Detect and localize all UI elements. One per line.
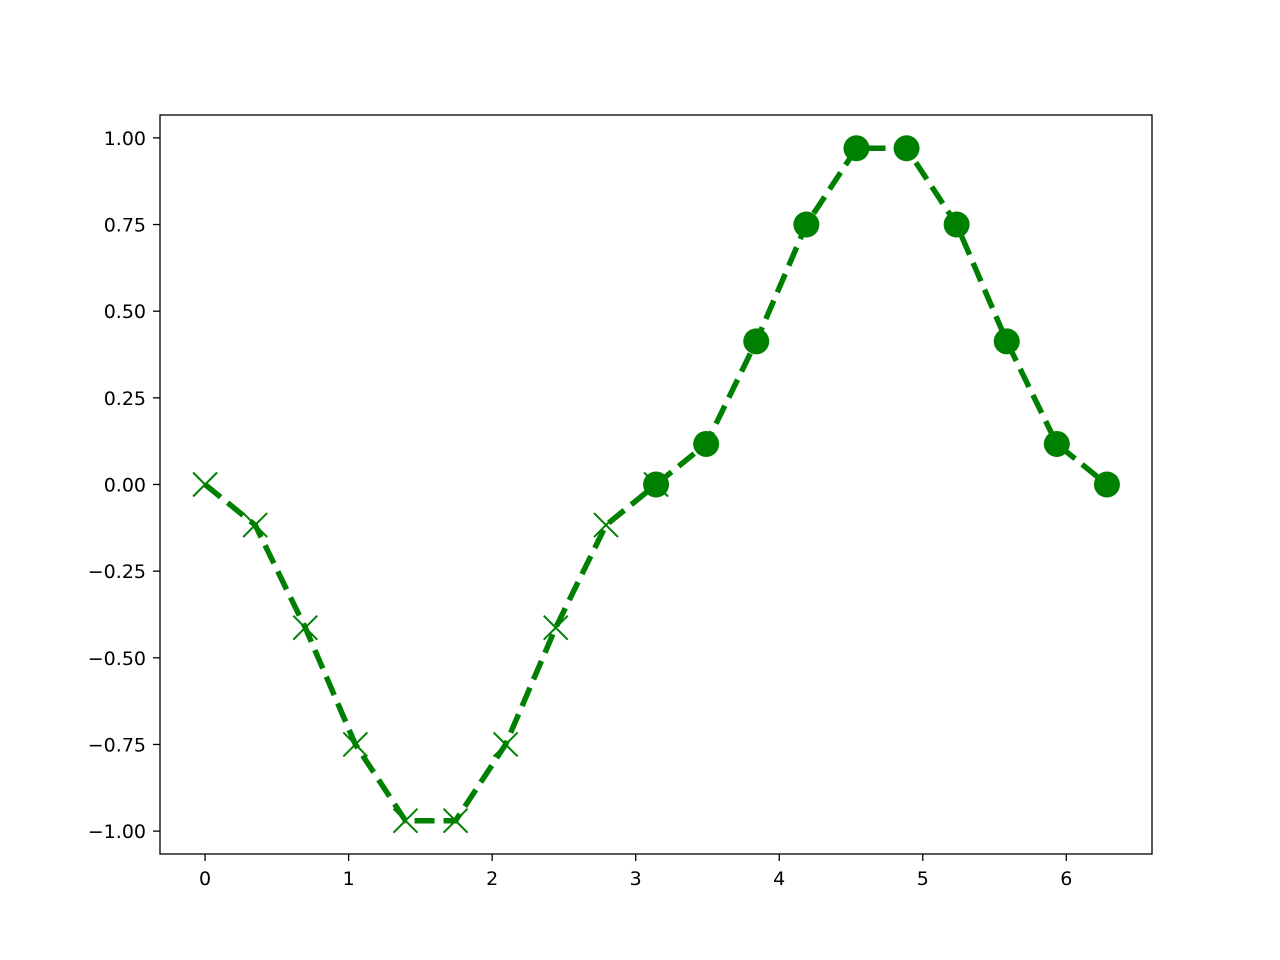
series-1-point-circle-marker bbox=[643, 471, 670, 498]
series-0-point-x-marker bbox=[442, 808, 469, 834]
series-0-point-x-marker bbox=[492, 731, 519, 758]
x-tick-label: 4 bbox=[773, 868, 785, 890]
x-tick-label: 2 bbox=[486, 868, 498, 890]
series-0-point-x-marker bbox=[342, 731, 369, 758]
series-1-point-circle-marker bbox=[943, 211, 970, 238]
series-1-point-circle-marker bbox=[743, 328, 770, 355]
series-1-point-circle-marker bbox=[893, 135, 920, 162]
y-tick-label: −0.50 bbox=[88, 648, 146, 670]
series-1-point-circle-marker bbox=[993, 328, 1020, 355]
y-tick-label: 0.75 bbox=[104, 215, 146, 237]
series-0-point-x-marker bbox=[543, 614, 569, 641]
y-tick-label: 0.25 bbox=[104, 388, 146, 410]
series-0-point-x-marker bbox=[292, 614, 318, 641]
y-tick-label: −0.25 bbox=[88, 561, 146, 583]
x-axis: 0 1 2 3 4 5 6 bbox=[199, 854, 1072, 890]
y-tick-label: −0.75 bbox=[88, 734, 146, 756]
series-1-point-circle-marker bbox=[693, 430, 720, 457]
series-1-point-circle-marker bbox=[843, 135, 870, 162]
x-tick-label: 0 bbox=[199, 868, 211, 890]
series-0-point-x-marker bbox=[392, 808, 419, 834]
x-tick-label: 6 bbox=[1060, 868, 1072, 890]
series-1-point-circle-marker bbox=[793, 211, 820, 238]
series-1-line bbox=[654, 145, 1109, 487]
y-tick-label: 1.00 bbox=[104, 128, 146, 150]
series-1-point-circle-marker bbox=[1043, 430, 1070, 457]
series-1-point-circle-marker bbox=[1093, 471, 1120, 498]
x-tick-label: 3 bbox=[630, 868, 642, 890]
series-0-point-x-marker bbox=[242, 512, 268, 538]
y-tick-label: −1.00 bbox=[88, 821, 146, 843]
y-tick-label: 0.50 bbox=[104, 301, 146, 323]
y-axis: 1.00 0.75 0.50 0.25 0.00 −0.25 −0.50 −0.75 −1.00 bbox=[88, 128, 160, 843]
x-tick-label: 1 bbox=[343, 868, 355, 890]
series-0-point-x-marker bbox=[593, 512, 619, 538]
x-tick-label: 5 bbox=[917, 868, 929, 890]
series-0-line bbox=[203, 482, 658, 824]
plot-area bbox=[192, 135, 1120, 834]
series-0-point-x-marker bbox=[192, 471, 218, 498]
y-tick-label: 0.00 bbox=[104, 475, 146, 497]
